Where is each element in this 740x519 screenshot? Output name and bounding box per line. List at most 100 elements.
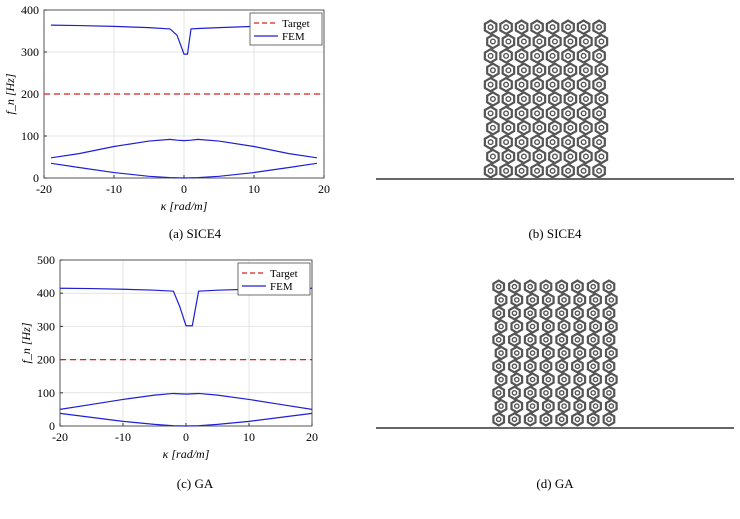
lattice-cell [563, 62, 578, 79]
lattice-cell [523, 411, 537, 427]
lattice-node [495, 363, 502, 370]
lattice-node [549, 52, 556, 59]
lattice-node [598, 95, 605, 103]
lattice-node [565, 139, 572, 146]
lattice-node [596, 24, 603, 31]
lattice-cell [483, 105, 498, 122]
lattice-cell [548, 148, 562, 165]
lattice-node [574, 363, 581, 370]
lattice-node [498, 376, 504, 383]
lattice-cell [517, 62, 531, 79]
lattice-node [590, 363, 597, 370]
lattice-node [565, 167, 572, 174]
lattice-node [576, 376, 583, 383]
lattice-node [592, 350, 599, 356]
lattice-node [513, 350, 520, 356]
lattice-node [503, 81, 510, 88]
lattice-cell [492, 279, 506, 295]
lattice-cell [571, 411, 584, 427]
lattice-node [580, 52, 587, 59]
lattice-cell [579, 62, 593, 79]
x-tick-label: 20 [306, 430, 318, 444]
lattice-cell [555, 332, 569, 348]
lattice-node [567, 95, 574, 103]
lattice-node [505, 124, 512, 131]
legend-entry: FEM [270, 281, 293, 293]
lattice-cell [494, 398, 508, 414]
lattice-cell [530, 105, 544, 122]
lattice-node [527, 389, 534, 396]
lattice-node [549, 81, 556, 88]
y-tick-label: 100 [21, 129, 39, 143]
lattice-node [606, 389, 612, 396]
lattice-cell [494, 372, 508, 387]
lattice-cell [571, 385, 584, 401]
y-tick-label: 0 [33, 171, 39, 185]
lattice-node [511, 336, 518, 343]
lattice-node [574, 310, 581, 317]
fem-branch-line [50, 138, 318, 159]
lattice-cell [571, 305, 584, 321]
lattice-node [489, 67, 496, 74]
lattice-cell [486, 91, 500, 107]
lattice-cell [589, 372, 602, 387]
lattice-cell [555, 385, 569, 401]
lattice-node [505, 67, 512, 74]
lattice-cell [517, 33, 531, 50]
lattice-node [590, 416, 597, 423]
lattice-cell [573, 292, 587, 308]
x-axis-label: κ [rad/m] [163, 447, 210, 461]
y-axis-label: f_n [Hz] [19, 322, 33, 363]
x-tick-label: -10 [115, 430, 131, 444]
lattice-node [565, 110, 572, 117]
y-tick-label: 400 [21, 3, 39, 17]
lattice-node [574, 416, 581, 423]
lattice-cell [514, 76, 529, 93]
lattice-node [582, 153, 589, 160]
lattice-node [536, 153, 543, 160]
x-tick-label: 10 [248, 182, 260, 196]
lattice-node [511, 283, 518, 290]
lattice-cell [586, 411, 600, 427]
lattice-cell [589, 345, 602, 361]
lattice-cell [539, 358, 553, 374]
lattice-node [590, 283, 597, 290]
lattice-cell [539, 279, 553, 295]
fem-branch-line [59, 392, 313, 410]
lattice-cell [483, 162, 498, 179]
lattice-node [567, 153, 574, 160]
lattice-cells [483, 19, 609, 179]
lattice-node [498, 350, 504, 356]
lattice-node [606, 416, 612, 423]
lattice-cell [499, 162, 513, 179]
lattice-cell [563, 119, 578, 136]
lattice-cell [526, 372, 539, 387]
lattice-cell [586, 358, 600, 374]
lattice-node [590, 336, 597, 343]
lattice-cell [548, 91, 562, 107]
lattice-node [598, 124, 605, 131]
lattice-cell [530, 76, 544, 93]
lattice-cell [514, 19, 529, 36]
lattice-cell [483, 48, 498, 64]
lattice-node [545, 403, 552, 409]
lattice-cell [561, 48, 575, 64]
lattice-node [549, 110, 556, 117]
lattice-node [596, 139, 603, 146]
lattice-cell [530, 48, 544, 64]
lattice-cell [548, 33, 562, 50]
lattice-cell [486, 119, 500, 136]
y-tick-label: 200 [37, 353, 55, 367]
lattice-node [545, 297, 552, 303]
lattice-cell [557, 292, 571, 308]
lattice-cell [571, 279, 584, 295]
lattice-node [558, 389, 565, 396]
lattice-node [489, 153, 496, 160]
lattice-cell [530, 19, 544, 36]
lattice-node [489, 124, 496, 131]
lattice-node [608, 297, 615, 303]
lattice-cell [532, 148, 547, 165]
lattice-node [574, 389, 581, 396]
lattice-cell [541, 345, 555, 361]
